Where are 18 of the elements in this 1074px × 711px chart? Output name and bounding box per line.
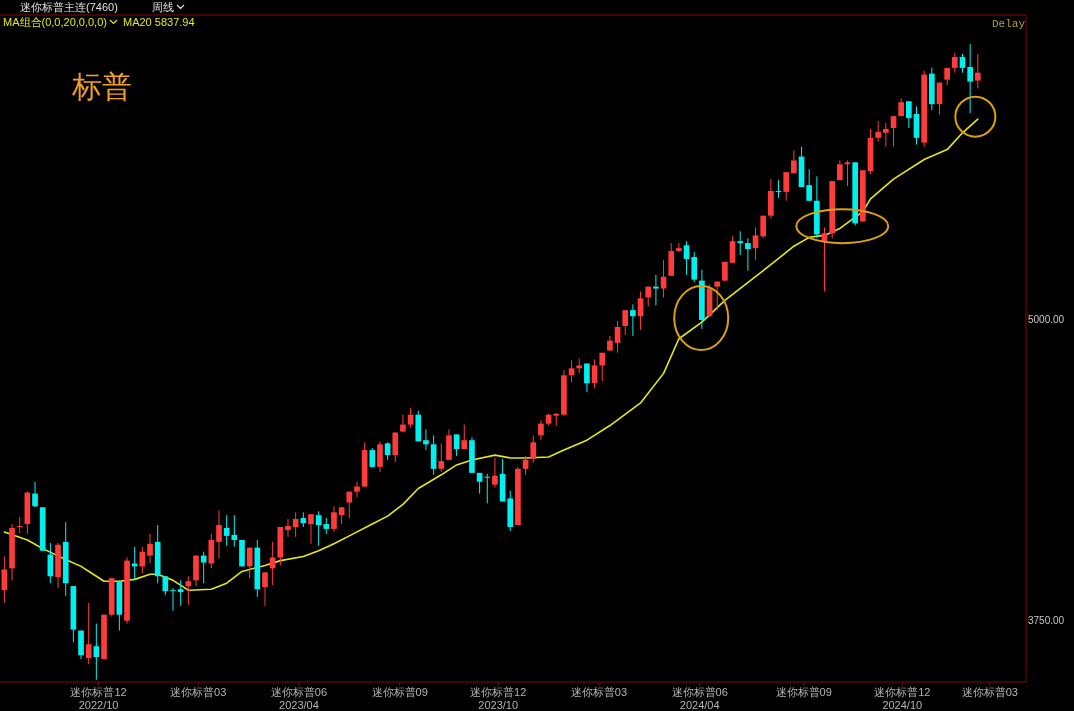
x-tick-label: 迷你标普06 2024/04 [671, 686, 728, 711]
y-tick-label: 5000.00 [1028, 314, 1065, 326]
x-tick-label: 迷你标普03 [961, 686, 1018, 698]
y-tick-label: 3750.00 [1028, 614, 1065, 626]
x-tick-label: 迷你标普03 [170, 686, 227, 698]
x-tick-label: 迷你标普09 [775, 686, 832, 698]
subtitle: 迷你标普主连(7460) [20, 1, 118, 13]
annotation: MA组合(0,0,20,0,0,0) [3, 16, 107, 28]
x-tick-label: 迷你标普09 [371, 686, 428, 698]
x-tick-label: 迷你标普03 [570, 686, 628, 698]
x-tick-label: 迷你标普06 2023/04 [270, 686, 328, 711]
title: 标普 [72, 70, 132, 103]
x-tick-label: 迷你标普12 2023/10 [470, 686, 527, 711]
annotation: Delay [992, 18, 1025, 30]
annotation: MA20 5837.94 [123, 16, 195, 28]
x-tick-label: 迷你标普12 2022/10 [70, 686, 127, 711]
x-tick-label: 迷你标普12 2024/10 [874, 686, 931, 711]
annotation: 周线 [152, 1, 174, 13]
